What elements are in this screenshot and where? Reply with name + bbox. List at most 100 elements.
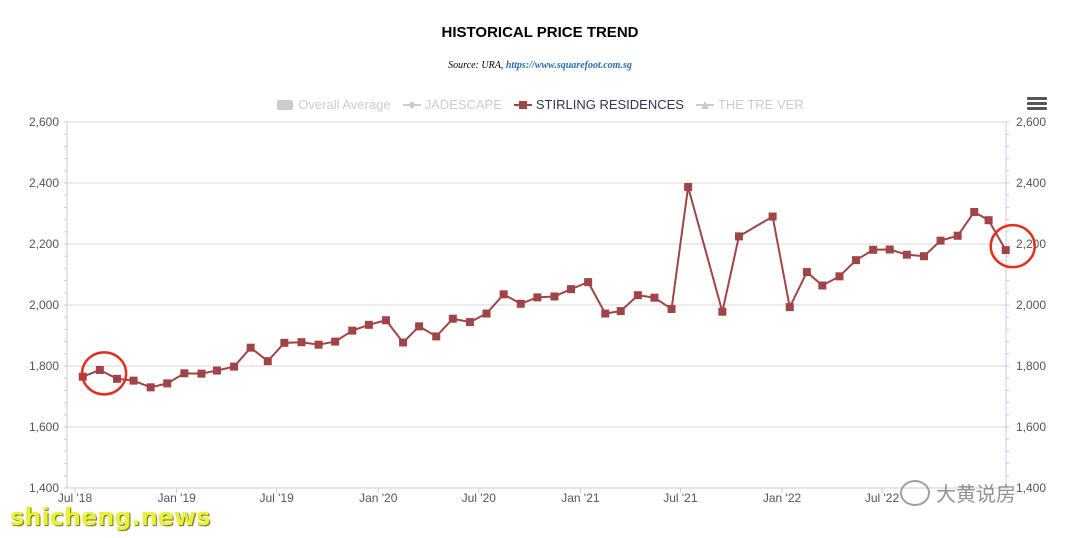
data-point [297, 338, 306, 347]
y-tick-label-right: 1,600 [1016, 420, 1046, 434]
data-point [902, 250, 911, 259]
data-point [633, 291, 642, 300]
x-tick-label: Jan '20 [359, 491, 398, 505]
y-tick-label-left: 1,800 [29, 359, 59, 373]
y-tick-label-right: 2,600 [1016, 115, 1046, 129]
x-tick-label: Jul '22 [865, 491, 900, 505]
data-point [197, 369, 206, 378]
x-tick-label: Jan '22 [763, 491, 802, 505]
watermark-text: shicheng.news [10, 503, 211, 531]
chart-title: HISTORICAL PRICE TREND [441, 24, 639, 41]
x-tick-label: Jul '19 [259, 491, 294, 505]
y-tick-label-right: 2,200 [1016, 237, 1046, 251]
series-line [82, 186, 1007, 389]
data-point [919, 252, 928, 261]
data-point [448, 314, 457, 323]
data-point [432, 332, 441, 341]
rect-icon [277, 99, 294, 110]
highlight-circle [989, 223, 1037, 269]
x-tick-label: Jul '18 [58, 491, 93, 505]
data-point [684, 182, 693, 191]
data-point [953, 231, 962, 240]
data-point [364, 320, 373, 329]
data-point [567, 285, 576, 294]
y-tick-label-right: 1,800 [1016, 359, 1046, 373]
data-point [163, 379, 172, 388]
y-tick-label-left: 1,400 [29, 481, 59, 495]
chart-legend: Overall Average JADESCAPE STIRLING RESIDEN… [0, 97, 1080, 112]
x-tick-label: Jul '21 [663, 491, 698, 505]
legend-label: JADESCAPE [424, 97, 502, 112]
data-point [869, 245, 878, 254]
data-point [516, 299, 525, 308]
x-tick-label: Jan '21 [561, 491, 600, 505]
watermark-wechat: 大黄说房 [900, 478, 1016, 507]
x-tick-label: Jan '19 [157, 491, 196, 505]
triangle-icon [695, 100, 714, 109]
data-point [95, 365, 104, 374]
data-point [314, 340, 323, 349]
square-icon [513, 100, 532, 109]
watermark2-text: 大黄说房 [936, 482, 1016, 506]
data-point [970, 207, 979, 216]
source-link[interactable]: https://www.squarefoot.com.sg [505, 60, 632, 71]
legend-item-stirling-residences[interactable]: STIRLING RESIDENCES [513, 97, 684, 112]
data-point [499, 290, 508, 299]
data-point [180, 369, 189, 378]
data-point [601, 309, 610, 318]
data-point [718, 307, 727, 316]
data-point [1001, 246, 1010, 255]
data-point [146, 383, 155, 392]
diamond-icon [402, 100, 421, 109]
data-point [802, 268, 811, 277]
data-point [331, 337, 340, 346]
data-point [415, 322, 424, 331]
data-point [129, 376, 138, 385]
data-point [734, 232, 743, 241]
y-tick-label-right: 1,400 [1016, 481, 1046, 495]
data-point [984, 216, 993, 225]
legend-label: STIRLING RESIDENCES [535, 97, 684, 112]
data-point [936, 236, 945, 245]
y-tick-label-left: 2,200 [29, 237, 59, 251]
data-point [482, 309, 491, 318]
data-point [818, 281, 827, 290]
y-tick-label-left: 1,600 [29, 420, 59, 434]
data-point [348, 326, 357, 335]
chart-menu-icon[interactable] [1027, 95, 1047, 113]
data-point [246, 343, 255, 352]
data-point [112, 374, 121, 383]
data-point [533, 293, 542, 302]
data-point [399, 338, 408, 347]
data-point [885, 245, 894, 254]
legend-item-the-tre-ver[interactable]: THE TRE VER [695, 97, 804, 112]
data-point [616, 307, 625, 316]
y-tick-label-left: 2,400 [29, 176, 59, 190]
data-point [280, 338, 289, 347]
legend-label: Overall Average [298, 97, 391, 112]
data-point [465, 318, 474, 327]
wechat-icon [900, 479, 930, 506]
data-point [785, 303, 794, 312]
data-point [650, 293, 659, 302]
subtitle-prefix: Source: URA, [448, 60, 506, 71]
data-point [550, 292, 559, 301]
legend-label: THE TRE VER [717, 97, 804, 112]
data-point [230, 362, 239, 371]
data-point [852, 256, 861, 265]
legend-item-overall-average[interactable]: Overall Average [276, 97, 391, 112]
y-tick-label-right: 2,400 [1016, 176, 1046, 190]
data-point [212, 366, 221, 375]
data-point [263, 357, 272, 366]
x-tick-label: Jul '20 [462, 491, 497, 505]
y-tick-label-left: 2,000 [29, 298, 59, 312]
data-point [381, 316, 390, 325]
y-tick-label-right: 2,000 [1016, 298, 1046, 312]
chart-subtitle: Source: URA, https://www.squarefoot.com.… [0, 60, 1080, 71]
data-point [667, 304, 676, 313]
data-point [768, 212, 777, 221]
y-tick-label-left: 2,600 [29, 115, 59, 129]
data-point [835, 272, 844, 281]
legend-item-jadescape[interactable]: JADESCAPE [402, 97, 502, 112]
